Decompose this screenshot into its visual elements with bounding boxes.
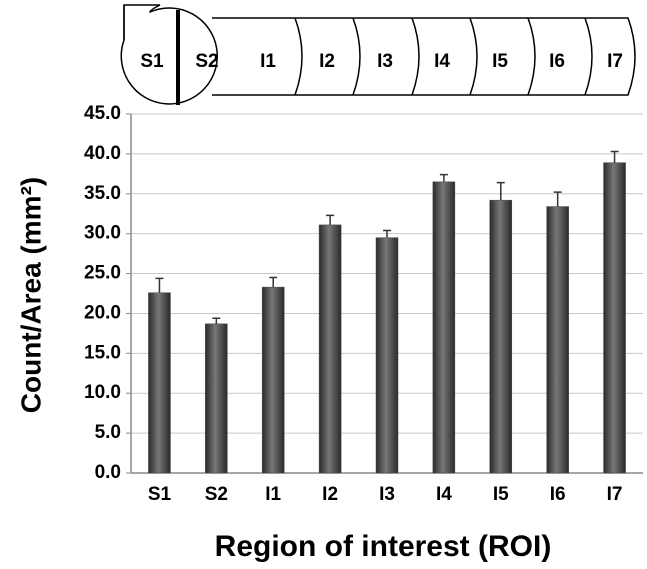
y-tick-label: 40.0 xyxy=(84,143,121,164)
x-tick-label: I1 xyxy=(265,484,281,505)
y-tick-label: 10.0 xyxy=(84,382,121,403)
error-bar xyxy=(212,318,220,324)
roi-label: I6 xyxy=(549,51,565,72)
bar xyxy=(148,293,170,473)
y-tick-label: 5.0 xyxy=(95,422,121,443)
y-tick-label: 20.0 xyxy=(84,302,121,323)
y-tick-label: 25.0 xyxy=(84,263,121,284)
y-tick-label: 0.0 xyxy=(95,462,121,483)
roi-label: I3 xyxy=(377,51,393,72)
x-tick-label: I5 xyxy=(493,484,509,505)
error-bar xyxy=(611,151,619,162)
roi-label: I5 xyxy=(492,51,508,72)
error-bar xyxy=(554,192,562,206)
y-tick-label: 15.0 xyxy=(84,342,121,363)
error-bar xyxy=(155,278,163,292)
y-tick-label: 35.0 xyxy=(84,183,121,204)
roi-label: I4 xyxy=(434,51,450,72)
roi-label: S1 xyxy=(140,51,164,72)
y-tick-label: 30.0 xyxy=(84,223,121,244)
bar xyxy=(319,225,341,473)
bar xyxy=(604,163,626,473)
roi-label: S2 xyxy=(195,51,218,72)
x-axis-title: Region of interest (ROI) xyxy=(215,530,552,563)
bar xyxy=(547,207,569,473)
bar xyxy=(376,238,398,473)
y-tick-label: 45.0 xyxy=(84,103,121,124)
x-tick-label: S2 xyxy=(205,484,228,505)
x-tick-label: I4 xyxy=(436,484,452,505)
roi-label: I1 xyxy=(260,51,276,72)
x-tick-label: I7 xyxy=(607,484,623,505)
x-tick-label: I2 xyxy=(322,484,338,505)
error-bar xyxy=(440,175,448,182)
bar xyxy=(205,324,227,473)
x-tick-label: I3 xyxy=(379,484,395,505)
bar xyxy=(433,182,455,473)
figure: Count/Area (mm²) Region of interest (ROI… xyxy=(0,0,647,569)
roi-label: I2 xyxy=(319,51,335,72)
error-bar xyxy=(269,278,277,288)
error-bar xyxy=(326,215,334,225)
bar xyxy=(262,287,284,473)
error-bar xyxy=(497,183,505,201)
bar xyxy=(490,200,512,473)
x-tick-label: I6 xyxy=(550,484,566,505)
x-tick-label: S1 xyxy=(148,484,172,505)
y-axis-title: Count/Area (mm²) xyxy=(15,177,46,413)
roi-label: I7 xyxy=(607,51,623,72)
